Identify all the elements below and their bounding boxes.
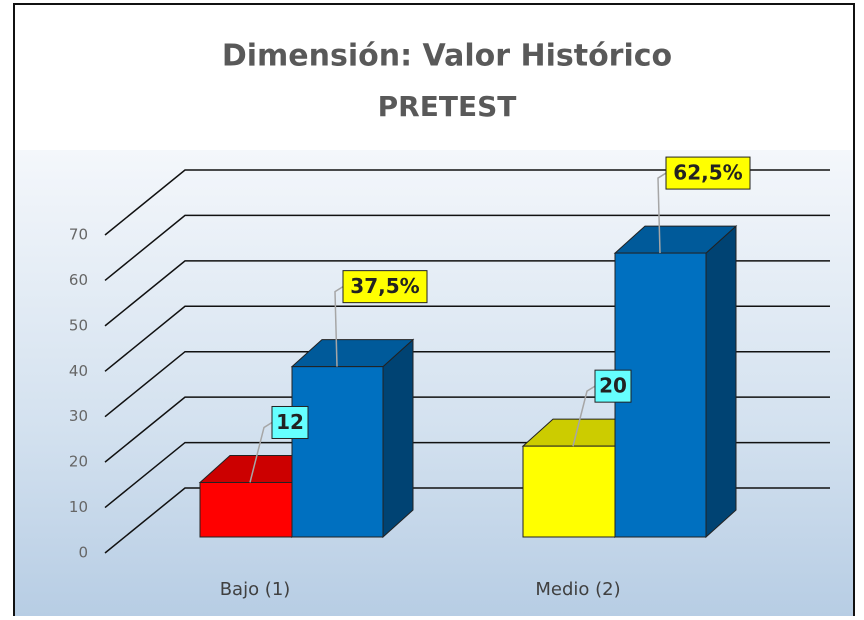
data-label-box (271, 405, 309, 439)
y-tick-label: 60 (69, 271, 88, 289)
leader-line (657, 172, 667, 254)
bar-side (382, 338, 414, 539)
y-tick-label: 40 (69, 362, 88, 380)
bar (290, 338, 415, 539)
y-tick-label: 50 (69, 316, 88, 334)
leader-line (334, 286, 344, 367)
x-tick-label: Bajo (1) (220, 579, 291, 600)
bar-side (705, 224, 737, 539)
data-label-box (665, 156, 751, 190)
data-label-box (594, 369, 632, 403)
data-label: 62,5% (673, 161, 742, 185)
y-tick-label: 0 (78, 544, 88, 562)
y-tick-label: 70 (69, 226, 88, 244)
leader-line (572, 385, 596, 447)
bar-front (291, 366, 384, 538)
data-label: 37,5% (350, 274, 419, 298)
data-label: 20 (599, 374, 627, 398)
leader-line (249, 421, 273, 483)
bar (613, 224, 738, 539)
grid-line (104, 169, 830, 236)
chart-title: Dimensión: Valor Histórico (222, 39, 672, 74)
y-tick-label: 20 (69, 453, 88, 471)
bar-front (522, 445, 616, 538)
bar-front (199, 481, 293, 538)
plot: 0 10 20 30 40 50 60 70 12 37,5% Bajo (1) 20 62,5% Med… (69, 156, 830, 600)
y-tick-label: 10 (69, 498, 88, 516)
chart-border (13, 3, 855, 620)
chart-subtitle: PRETEST (378, 90, 517, 123)
data-label: 12 (276, 410, 304, 434)
grid-line (104, 214, 830, 282)
data-label-box (342, 270, 428, 304)
bar-front (614, 252, 707, 538)
x-tick-label: Medio (2) (535, 579, 620, 600)
y-tick-label: 30 (69, 407, 88, 425)
